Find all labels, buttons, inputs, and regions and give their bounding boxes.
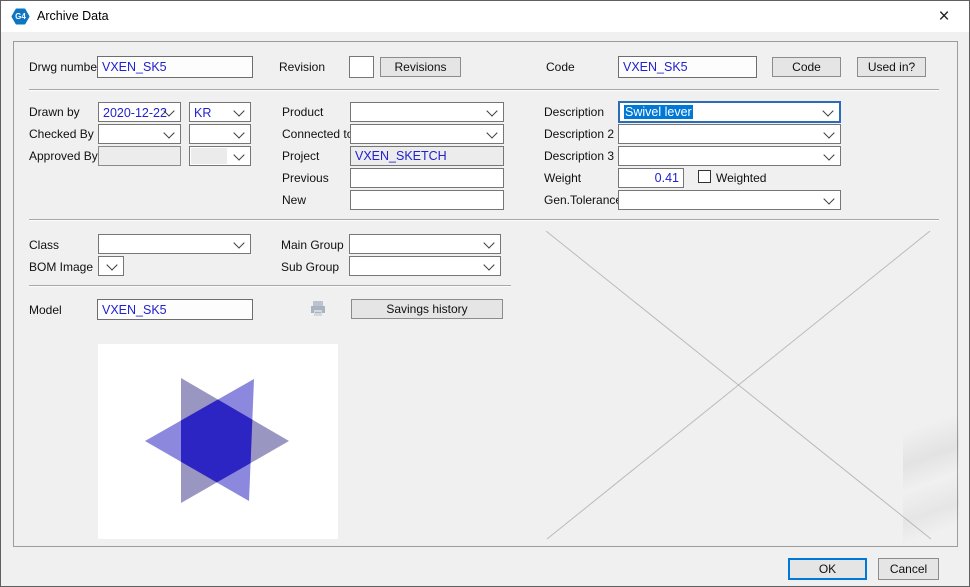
drawn-by-label: Drawn by: [29, 105, 80, 119]
product-combobox[interactable]: [350, 102, 504, 122]
project-field: [350, 146, 504, 166]
approved-by-date-field: [98, 146, 181, 166]
savings-history-button[interactable]: Savings history: [351, 299, 503, 319]
project-label: Project: [282, 149, 320, 163]
chevron-down-icon[interactable]: [106, 259, 118, 271]
drawn-by-initials-combobox[interactable]: KR: [189, 102, 251, 122]
bom-image-combobox[interactable]: [98, 256, 124, 276]
description-2-combobox[interactable]: [618, 124, 841, 144]
chevron-down-icon[interactable]: [823, 193, 835, 205]
revision-label: Revision: [279, 60, 326, 74]
connected-to-label: Connected to: [282, 127, 354, 141]
title-bar: G4 Archive Data ×: [1, 1, 969, 32]
drawn-by-date-value: 2020-12-22: [103, 106, 167, 120]
chevron-down-icon[interactable]: [233, 149, 245, 161]
chevron-down-icon[interactable]: [233, 127, 245, 139]
main-group-combobox[interactable]: [349, 234, 501, 254]
code-field[interactable]: [618, 56, 757, 78]
code-button[interactable]: Code: [772, 57, 841, 77]
separator: [29, 89, 939, 90]
preview-hexagon-overlap: [181, 399, 253, 483]
drwg-number-label: Drwg number: [29, 60, 102, 74]
chevron-down-icon[interactable]: [483, 237, 495, 249]
weighted-label: Weighted: [716, 171, 767, 185]
drawn-by-initials-value: KR: [194, 106, 212, 120]
drawn-by-date-combobox[interactable]: 2020-12-22: [98, 102, 181, 122]
chevron-down-icon[interactable]: [233, 237, 245, 249]
checked-by-label: Checked By: [29, 127, 94, 141]
cancel-button[interactable]: Cancel: [878, 558, 939, 580]
sub-group-label: Sub Group: [281, 260, 340, 274]
description-3-combobox[interactable]: [618, 146, 841, 166]
model-preview: [98, 344, 338, 539]
chevron-down-icon[interactable]: [486, 105, 498, 117]
approved-by-initials-combobox[interactable]: [189, 146, 251, 166]
chevron-down-icon[interactable]: [486, 127, 498, 139]
previous-label: Previous: [282, 171, 329, 185]
weighted-checkbox[interactable]: [698, 170, 711, 183]
used-in-button[interactable]: Used in?: [857, 57, 926, 77]
bom-image-label: BOM Image: [29, 260, 94, 274]
description-3-label: Description 3: [544, 149, 615, 163]
empty-image-placeholder: [545, 230, 932, 545]
chevron-down-icon[interactable]: [233, 105, 245, 117]
gen-tolerance-label: Gen.Tolerance: [544, 193, 623, 207]
checked-by-initials-combobox[interactable]: [189, 124, 251, 144]
drwg-number-field[interactable]: [97, 56, 253, 78]
ok-button[interactable]: OK: [788, 558, 867, 580]
weight-label: Weight: [544, 171, 582, 185]
window-title: Archive Data: [37, 9, 109, 23]
chevron-down-icon[interactable]: [822, 105, 834, 117]
chevron-down-icon[interactable]: [483, 259, 495, 271]
printer-icon: [309, 300, 327, 323]
gen-tolerance-combobox[interactable]: [618, 190, 841, 210]
separator: [29, 285, 511, 286]
new-field[interactable]: [350, 190, 504, 210]
app-icon-label: G4: [15, 12, 26, 21]
app-icon: G4: [11, 7, 30, 26]
new-label: New: [282, 193, 307, 207]
description-combobox[interactable]: Swivel lever: [618, 101, 841, 123]
chevron-down-icon[interactable]: [163, 127, 175, 139]
main-group-label: Main Group: [281, 238, 344, 252]
close-icon[interactable]: ×: [938, 5, 950, 27]
description-label: Description: [544, 105, 605, 119]
chevron-down-icon[interactable]: [823, 127, 835, 139]
revisions-button[interactable]: Revisions: [380, 57, 461, 77]
previous-field[interactable]: [350, 168, 504, 188]
checked-by-date-combobox[interactable]: [98, 124, 181, 144]
connected-to-combobox[interactable]: [350, 124, 504, 144]
description-2-label: Description 2: [544, 127, 615, 141]
revision-field[interactable]: [349, 56, 374, 78]
description-selected-text: Swivel lever: [624, 105, 693, 119]
product-label: Product: [282, 105, 324, 119]
class-label: Class: [29, 238, 60, 252]
code-label: Code: [546, 60, 575, 74]
background-watermark: [903, 376, 959, 544]
chevron-down-icon[interactable]: [823, 149, 835, 161]
sub-group-combobox[interactable]: [349, 256, 501, 276]
separator: [29, 219, 939, 220]
model-label: Model: [29, 303, 62, 317]
disabled-edit-area: [191, 148, 227, 164]
weight-field[interactable]: [618, 168, 684, 188]
model-field[interactable]: [97, 299, 253, 320]
approved-by-label: Approved By: [29, 149, 98, 163]
class-combobox[interactable]: [98, 234, 251, 254]
